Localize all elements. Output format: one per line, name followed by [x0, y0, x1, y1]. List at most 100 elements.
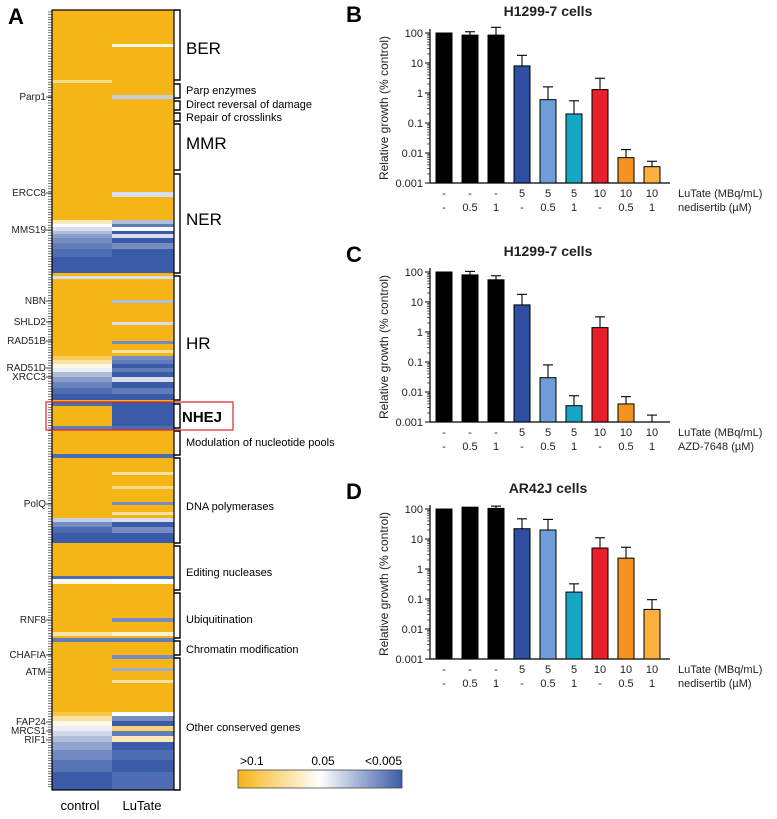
- heatmap-cell-control: [52, 402, 112, 406]
- category-ber: BER: [186, 39, 221, 58]
- heatmap-cell-lutate: [112, 388, 174, 394]
- bar: [591, 89, 609, 184]
- gene-label-chafia: CHAFIA: [9, 650, 46, 661]
- condition-label: 10: [646, 664, 658, 676]
- bar: [643, 608, 661, 660]
- y-tick-label: 0.001: [395, 417, 423, 429]
- condition-label: 10: [646, 427, 658, 439]
- heatmap-cell-lutate: [112, 760, 174, 772]
- heatmap-cell-control: [52, 322, 112, 325]
- bar: [565, 113, 583, 184]
- heatmap-cell-control: [52, 234, 112, 238]
- heatmap-cell-control: [52, 680, 112, 683]
- condition-label: 10: [646, 188, 658, 200]
- heatmap-cell-lutate: [112, 224, 174, 227]
- condition-label: 0.5: [540, 441, 555, 453]
- bar: [435, 32, 453, 184]
- heatmap-cell-lutate: [112, 372, 174, 377]
- condition-label: 0.5: [618, 202, 633, 214]
- heatmap-cell-lutate: [112, 579, 174, 584]
- heatmap-cell-control: [52, 224, 112, 227]
- heatmap-cell-control: [52, 192, 112, 197]
- condition-label: 5: [571, 188, 577, 200]
- heatmap-cell-control: [52, 760, 112, 772]
- panel-label-a: A: [8, 4, 24, 29]
- panel-label-d: D: [346, 479, 362, 504]
- heatmap-cell-control: [52, 388, 112, 394]
- condition-label: -: [520, 202, 524, 214]
- condition-label: 1: [493, 202, 499, 214]
- condition-label: 0.5: [462, 678, 477, 690]
- heatmap-cell-control: [52, 668, 112, 671]
- condition-label: 1: [493, 678, 499, 690]
- bar: [435, 271, 453, 423]
- y-tick-label: 1: [417, 88, 423, 100]
- condition-label: 0.5: [618, 678, 633, 690]
- gene-label-rad51b: RAD51B: [7, 336, 46, 347]
- heatmap-cell-lutate: [112, 364, 174, 368]
- heatmap-row-ticks: [48, 10, 53, 790]
- heatmap-cell-control: [52, 80, 112, 83]
- heatmap-cell-lutate: [112, 522, 174, 527]
- bar: [539, 99, 557, 184]
- heatmap-cell-lutate: [112, 742, 174, 750]
- category-ubiquitination: Ubiquitination: [186, 614, 253, 626]
- heatmap-cell-control: [52, 502, 112, 505]
- condition-label: -: [520, 678, 524, 690]
- heatmap-cell-lutate: [112, 731, 174, 736]
- gene-label-mms19: MMS19: [12, 225, 47, 236]
- heatmap-cell-lutate: [112, 276, 174, 279]
- colorbar-label-high: <0.005: [365, 754, 402, 768]
- category-direct-reversal: Direct reversal of damage: [186, 99, 312, 111]
- bar: [617, 403, 635, 423]
- bar: [617, 157, 635, 184]
- category-repair-of-crosslinks: Repair of crosslinks: [186, 112, 282, 124]
- condition-label: -: [598, 441, 602, 453]
- heatmap-cell-lutate: [112, 377, 174, 382]
- condition-label: 5: [519, 188, 525, 200]
- panel-a-heatmap: A Parp1 ERCC8 MMS19 NBN SHLD2 RAD51B RAD…: [7, 4, 403, 813]
- heatmap-cell-lutate: [112, 220, 174, 224]
- condition-label: 1: [571, 202, 577, 214]
- heatmap-cell-lutate: [112, 341, 174, 344]
- condition-label: -: [468, 427, 472, 439]
- heatmap-cell-lutate: [112, 632, 174, 636]
- condition-label: 0.5: [462, 441, 477, 453]
- category-dna-polymerases: DNA polymerases: [186, 501, 275, 513]
- y-tick-label: 10: [411, 534, 423, 546]
- heatmap-cell-lutate: [112, 402, 174, 406]
- heatmap-cell-lutate: [112, 95, 174, 99]
- category-ner: NER: [186, 210, 222, 229]
- y-tick-label: 0.001: [395, 654, 423, 666]
- heatmap-cell-control: [52, 276, 112, 279]
- y-axis-label: Relative growth (% control): [377, 512, 391, 656]
- y-tick-label: 0.1: [408, 594, 423, 606]
- gene-label-rnf8: RNF8: [20, 615, 47, 626]
- bar: [461, 274, 479, 423]
- gene-label-polq: PolQ: [24, 499, 46, 510]
- y-tick-label: 1: [417, 564, 423, 576]
- condition-label: 0.5: [462, 202, 477, 214]
- heatmap-cell-control: [52, 736, 112, 742]
- heatmap-cell-control: [52, 394, 112, 400]
- nhej-highlight-box: [45, 401, 234, 431]
- y-tick-label: 1: [417, 327, 423, 339]
- heatmap-cell-control: [52, 522, 112, 527]
- heatmap-cell-lutate: [112, 249, 174, 257]
- heatmap-cell-lutate: [112, 227, 174, 231]
- heatmap-cell-lutate: [112, 750, 174, 760]
- category-mmr: MMR: [186, 134, 227, 153]
- condition-label: -: [442, 441, 446, 453]
- heatmap-cell-lutate: [112, 668, 174, 671]
- heatmap-cell-lutate: [112, 454, 174, 458]
- heatmap-cell-control: [52, 426, 112, 430]
- heatmap-cell-control: [52, 742, 112, 750]
- heatmap-cell-control: [52, 257, 112, 273]
- heatmap-grid: [51, 9, 175, 791]
- bar: [487, 279, 505, 423]
- column-label-lutate: LuTate: [122, 798, 161, 813]
- heatmap-cell-lutate: [112, 238, 174, 243]
- y-tick-label: 100: [405, 267, 423, 279]
- heatmap-cell-control: [52, 486, 112, 489]
- heatmap-cell-lutate: [112, 518, 174, 522]
